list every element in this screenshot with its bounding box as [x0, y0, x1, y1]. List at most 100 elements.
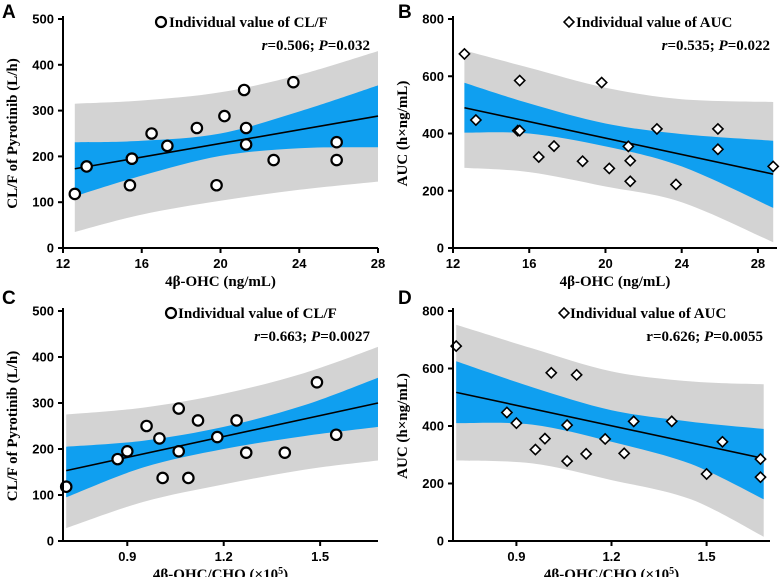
- panel-letter-a: A: [2, 2, 16, 23]
- y-tick-label: 400: [32, 350, 54, 365]
- data-point: [123, 178, 137, 192]
- data-point: [560, 454, 574, 468]
- data-point: [172, 402, 186, 415]
- y-tick-label: 600: [422, 361, 444, 376]
- x-title-close: ): [283, 567, 288, 577]
- r-value: =0.535;: [667, 38, 718, 54]
- data-point: [617, 447, 631, 460]
- data-point: [595, 76, 608, 89]
- data-point: [80, 160, 93, 173]
- x-tick-label: 1.2: [602, 549, 620, 564]
- x-tick-label: 24: [292, 256, 307, 271]
- x-tick-label: 24: [674, 256, 689, 271]
- data-point: [545, 366, 558, 380]
- legend-label: Individual value of AUC: [570, 306, 726, 322]
- panel-d-legend: Individual value of AUC r=0.626; P=0.005…: [557, 306, 763, 345]
- data-point: [624, 175, 637, 188]
- data-point: [287, 75, 300, 89]
- p-value: =0.022: [728, 38, 770, 54]
- x-title-close: ): [674, 567, 679, 577]
- panel-b-points: [458, 47, 780, 191]
- y-axis-title: AUC (h×ng/mL): [395, 81, 411, 187]
- data-point: [598, 432, 612, 446]
- confidence-band: [464, 82, 774, 208]
- correlation-stats: r=0.535; P=0.022: [662, 38, 770, 54]
- x-tick-label: 1.5: [311, 549, 329, 564]
- panel-a-points: [68, 75, 343, 201]
- x-tick-label: 28: [371, 256, 385, 271]
- legend-label: Individual value of CL/F: [169, 15, 328, 31]
- data-point: [111, 452, 124, 466]
- y-tick-label: 400: [422, 126, 444, 141]
- x-tick-label: 16: [522, 256, 536, 271]
- y-tick-label: 0: [47, 534, 54, 549]
- data-point: [622, 140, 635, 153]
- data-point: [310, 375, 324, 389]
- data-point: [529, 443, 542, 456]
- p-value: =0.0027: [320, 329, 370, 345]
- data-point: [330, 135, 343, 149]
- panel-letter-b: B: [398, 2, 412, 23]
- x-title-exponent: 5: [669, 566, 674, 577]
- data-point: [532, 150, 545, 164]
- data-point: [210, 178, 223, 192]
- data-point: [239, 446, 253, 459]
- y-tick-label: 400: [32, 57, 54, 72]
- y-tick-label: 600: [422, 69, 444, 84]
- r-value: =0.626;: [653, 329, 704, 345]
- x-axis-title: 4β-OHC/CHO (×105): [153, 566, 288, 577]
- data-point: [513, 74, 526, 87]
- data-point: [329, 428, 343, 442]
- y-tick-label: 800: [422, 304, 444, 319]
- data-point: [711, 122, 725, 136]
- x-tick-label: 12: [446, 256, 460, 271]
- data-point: [218, 109, 231, 123]
- legend-label: Individual value of CL/F: [178, 306, 337, 322]
- panel-d: D 0 200 400 600 800 0.9 1.2 1.5 Individual valu…: [395, 288, 770, 577]
- data-point: [230, 414, 243, 427]
- p-symbol: P: [311, 329, 321, 345]
- legend-diamond-icon: [557, 306, 571, 320]
- data-point: [560, 418, 574, 432]
- data-point: [716, 435, 729, 449]
- regression-line: [456, 391, 764, 460]
- data-point: [191, 414, 205, 427]
- confidence-band: [74, 85, 379, 197]
- x-tick-label: 28: [751, 256, 765, 271]
- data-point: [190, 121, 204, 135]
- y-tick-label: 0: [437, 534, 444, 549]
- data-point: [754, 470, 767, 484]
- x-axis-title: 4β-OHC (ng/mL): [560, 274, 671, 290]
- y-tick-label: 100: [32, 488, 54, 503]
- data-point: [145, 127, 158, 140]
- x-axis-title: 4β-OHC/CHO (×105): [544, 566, 679, 577]
- correlation-stats: r=0.663; P=0.0027: [254, 329, 370, 345]
- r-symbol: r: [262, 38, 268, 54]
- data-point: [140, 419, 153, 433]
- data-point: [603, 162, 616, 175]
- regression-line: [464, 106, 774, 175]
- x-tick-label: 0.9: [507, 549, 525, 564]
- regression-line: [74, 115, 379, 170]
- x-axis-title: 4β-OHC (ng/mL): [165, 274, 276, 290]
- panel-d-points: [449, 339, 767, 484]
- y-tick-label: 100: [32, 195, 54, 210]
- r-value: =0.506;: [267, 38, 318, 54]
- data-point: [125, 152, 139, 165]
- panel-c-axes: 0 100 200 300 400 500 0.9 1.2 1.5: [32, 304, 378, 564]
- r-symbol: r: [254, 329, 260, 345]
- x-title-main: 4β-OHC/CHO (×10: [153, 567, 278, 577]
- legend-circle-icon: [164, 306, 178, 320]
- panel-letter-d: D: [398, 288, 412, 309]
- data-point: [665, 415, 678, 428]
- y-tick-label: 200: [32, 442, 54, 457]
- panel-c-legend: Individual value of CL/F r=0.663; P=0.00…: [164, 306, 370, 345]
- x-title-exponent: 5: [278, 566, 283, 577]
- data-point: [579, 447, 593, 461]
- y-axis-title: AUC (h×ng/mL): [395, 373, 411, 479]
- panel-b-bands: [464, 50, 774, 243]
- x-title-main: 4β-OHC/CHO (×10: [544, 567, 669, 577]
- data-point: [627, 415, 640, 428]
- data-point: [754, 452, 767, 466]
